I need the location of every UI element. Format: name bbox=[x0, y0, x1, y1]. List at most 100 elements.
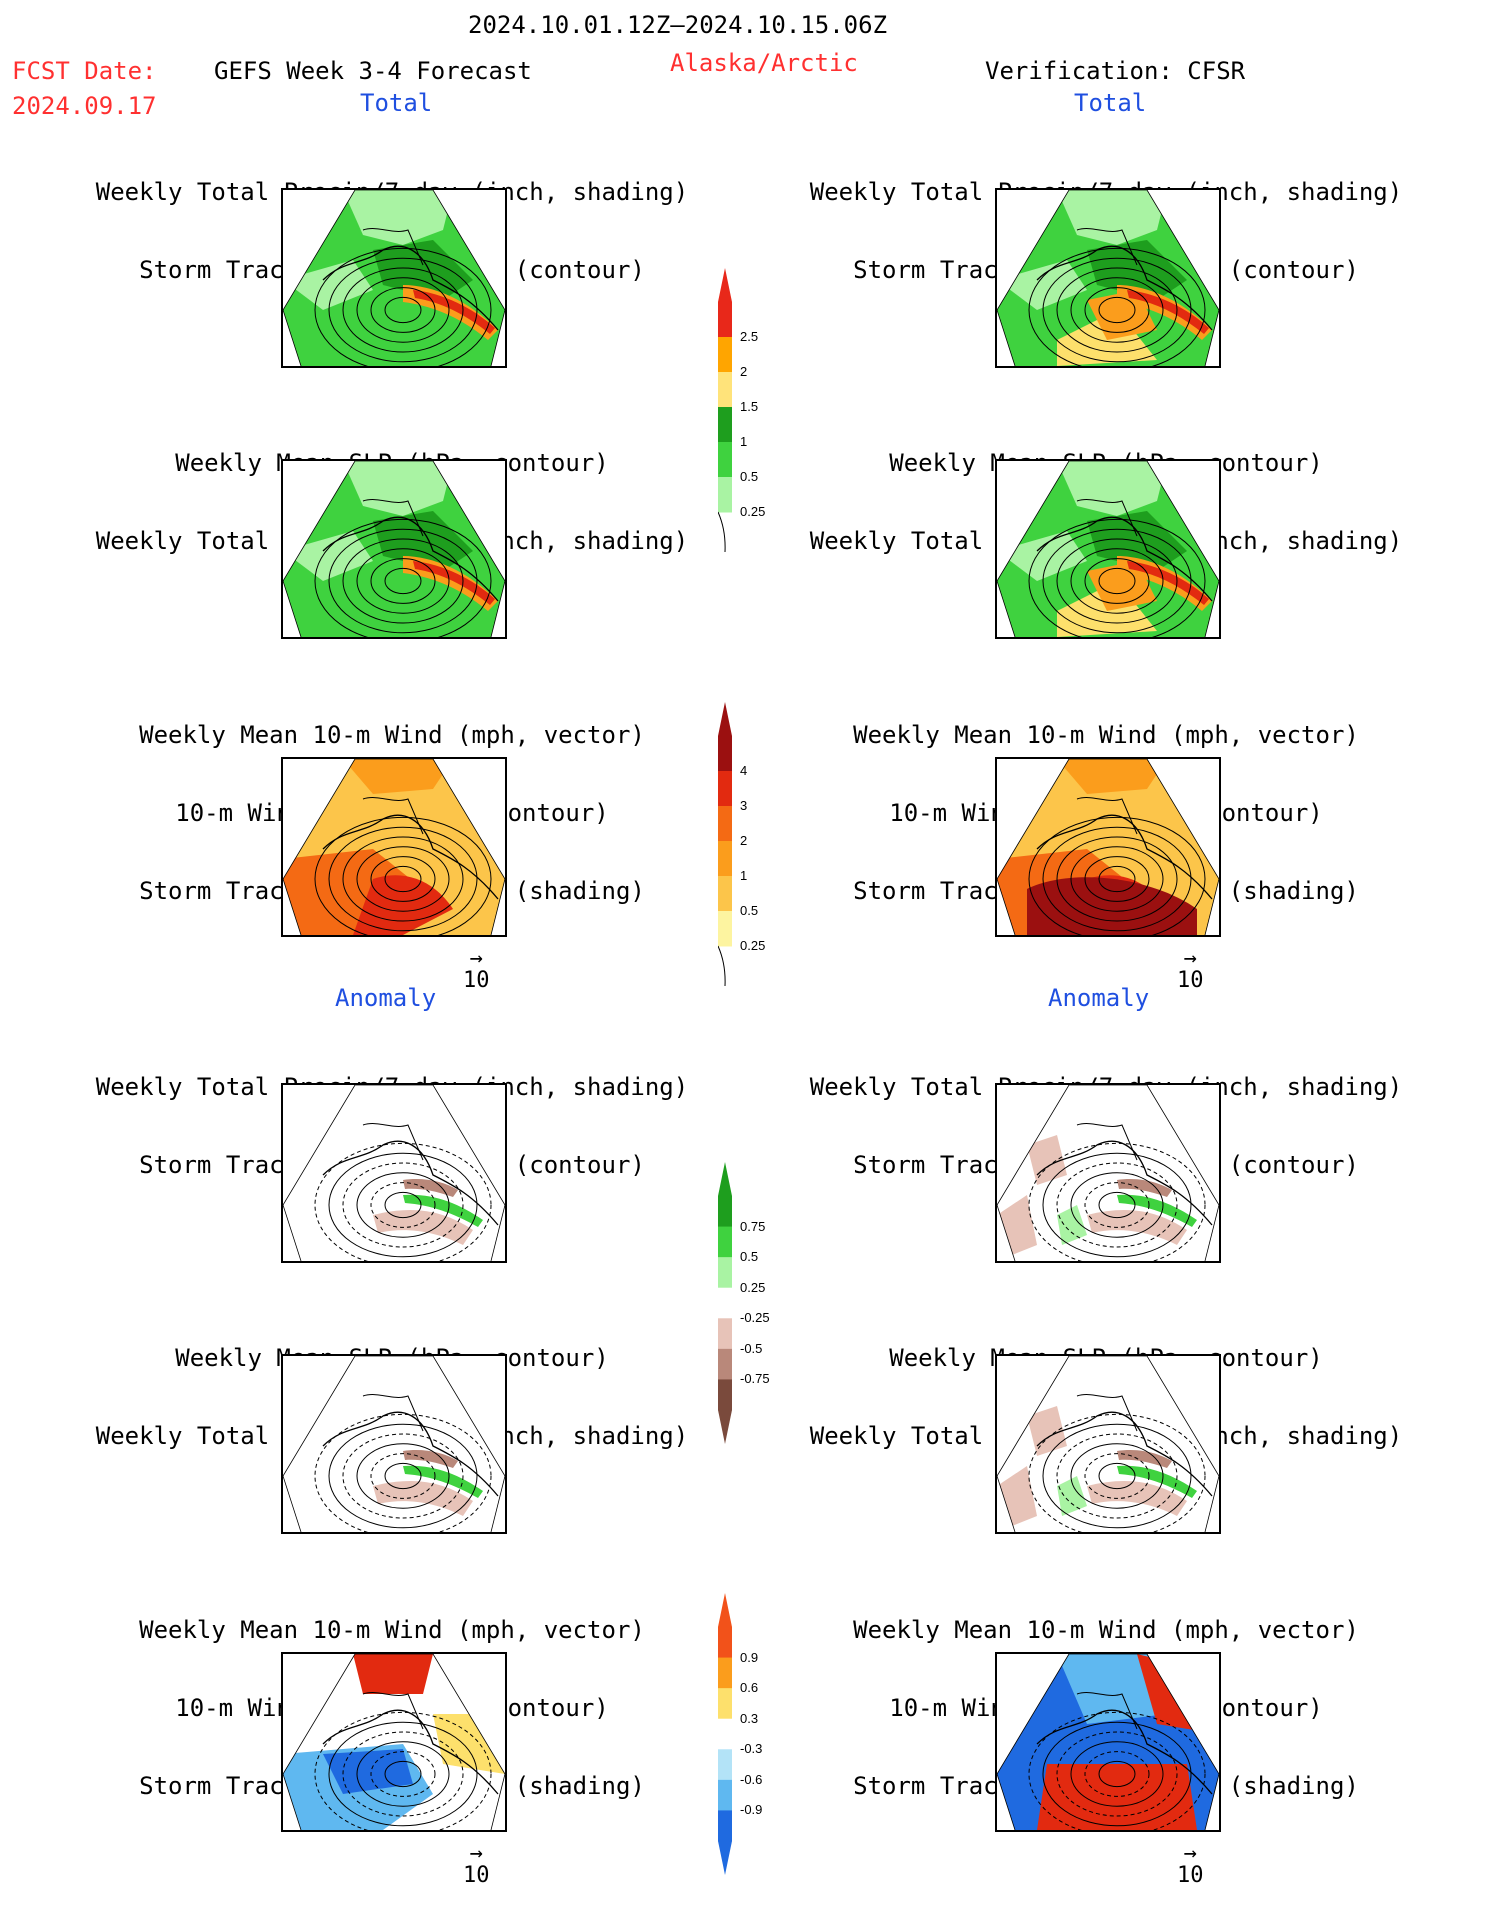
colorbar-top-triangle bbox=[718, 268, 732, 302]
colorbar-wind-anom: 0.9 0.6 0.3 -0.3 -0.6 -0.9 bbox=[718, 1593, 828, 1875]
colorbar-label: 1 bbox=[740, 868, 748, 883]
colorbar-segment bbox=[718, 1779, 732, 1811]
colorbar-label: 1 bbox=[740, 434, 748, 449]
fcst-date-label: FCST Date: bbox=[12, 57, 157, 85]
colorbar-segment bbox=[718, 337, 732, 373]
colorbar-label: 1.5 bbox=[740, 399, 759, 414]
map-r4 bbox=[995, 1083, 1221, 1263]
vector-ref-l6: → 10 bbox=[463, 1841, 490, 1889]
colorbar-tail bbox=[718, 511, 726, 552]
map-l5 bbox=[281, 1354, 507, 1534]
colorbar-bottom-triangle bbox=[718, 1841, 732, 1875]
map-r5 bbox=[995, 1354, 1221, 1534]
map-l3 bbox=[281, 757, 507, 937]
map-r6 bbox=[995, 1652, 1221, 1832]
colorbar-label: 0.75 bbox=[740, 1218, 766, 1234]
map-r3 bbox=[995, 757, 1221, 937]
colorbar-label: -0.9 bbox=[740, 1802, 763, 1818]
colorbar-label: -0.75 bbox=[740, 1371, 770, 1387]
colorbar-segment bbox=[718, 442, 732, 478]
panel-title-line: Weekly Mean 10-m Wind (mph, vector) bbox=[853, 721, 1359, 749]
colorbar-precip-anom: 0.75 0.5 0.25 -0.25 -0.5 -0.75 bbox=[718, 1162, 828, 1444]
colorbar-segment bbox=[718, 841, 732, 877]
map-l1 bbox=[281, 188, 507, 368]
colorbar-segment bbox=[718, 1318, 732, 1350]
colorbar-label: 3 bbox=[740, 798, 748, 813]
colorbar-label: 0.25 bbox=[740, 504, 766, 519]
colorbar-segment bbox=[718, 1287, 732, 1319]
colorbar-segment bbox=[718, 1196, 732, 1228]
map-r1 bbox=[995, 188, 1221, 368]
colorbar-segment bbox=[718, 372, 732, 408]
colorbar-segment bbox=[718, 771, 732, 807]
section-total-right: Total bbox=[1074, 89, 1147, 117]
vector-ref-r3: → 10 bbox=[1177, 946, 1204, 994]
colorbar-label: 0.3 bbox=[740, 1710, 759, 1726]
colorbar-bottom-triangle bbox=[718, 1410, 732, 1444]
colorbar-segment bbox=[718, 302, 732, 338]
section-anomaly-right: Anomaly bbox=[1048, 984, 1150, 1012]
fcst-date-value: 2024.09.17 bbox=[12, 92, 157, 120]
colorbar-label: -0.6 bbox=[740, 1771, 763, 1787]
colorbar-segment bbox=[718, 736, 732, 772]
colorbar-label: 4 bbox=[740, 763, 748, 778]
colorbar-label: 0.5 bbox=[740, 469, 759, 484]
verification-title: Verification: CFSR bbox=[985, 57, 1246, 85]
colorbar-top-triangle bbox=[718, 1593, 732, 1627]
panel-title-line: Weekly Mean 10-m Wind (mph, vector) bbox=[853, 1616, 1359, 1644]
vector-ref-label: 10 bbox=[463, 1863, 490, 1888]
colorbar-segment bbox=[718, 876, 732, 912]
colorbar-top-triangle bbox=[718, 1162, 732, 1196]
arrow-right-icon: → bbox=[1183, 946, 1197, 971]
colorbar-segment bbox=[718, 1348, 732, 1380]
colorbar-segment bbox=[718, 1226, 732, 1258]
arrow-right-icon: → bbox=[469, 946, 483, 971]
vector-ref-label: 10 bbox=[1177, 968, 1204, 993]
colorbar-segment bbox=[718, 407, 732, 443]
arrow-right-icon: → bbox=[1183, 1841, 1197, 1866]
colorbar-label: 0.9 bbox=[740, 1649, 759, 1665]
colorbar-segment bbox=[718, 1627, 732, 1659]
colorbar-label: 2 bbox=[740, 833, 748, 848]
vector-ref-r6: → 10 bbox=[1177, 1841, 1204, 1889]
colorbar-segment bbox=[718, 1379, 732, 1411]
colorbar-label: -0.25 bbox=[740, 1310, 770, 1326]
colorbar-segment bbox=[718, 806, 732, 842]
region-title: Alaska/Arctic bbox=[670, 49, 858, 77]
colorbar-label: 0.25 bbox=[740, 1279, 766, 1295]
map-l6 bbox=[281, 1652, 507, 1832]
arrow-right-icon: → bbox=[469, 1841, 483, 1866]
colorbar-segment bbox=[718, 1749, 732, 1781]
colorbar-segment bbox=[718, 1657, 732, 1689]
colorbar-label: -0.5 bbox=[740, 1340, 763, 1356]
colorbar-segment bbox=[718, 1810, 732, 1842]
section-total-left: Total bbox=[360, 89, 433, 117]
colorbar-tail bbox=[718, 945, 726, 986]
map-r2 bbox=[995, 459, 1221, 639]
date-range-title: 2024.10.01.12Z–2024.10.15.06Z bbox=[468, 11, 888, 39]
section-anomaly-left: Anomaly bbox=[335, 984, 437, 1012]
panel-title-line: Weekly Mean 10-m Wind (mph, vector) bbox=[139, 721, 645, 749]
vector-ref-label: 10 bbox=[463, 968, 490, 993]
colorbar-precip-total: 2.5 2 1.5 1 0.5 0.25 bbox=[718, 268, 828, 552]
colorbar-label: 0.6 bbox=[740, 1680, 759, 1696]
colorbar-top-triangle bbox=[718, 702, 732, 736]
map-l4 bbox=[281, 1083, 507, 1263]
colorbar-label: 2 bbox=[740, 364, 748, 379]
colorbar-segment bbox=[718, 1257, 732, 1289]
colorbar-label: 0.5 bbox=[740, 1249, 759, 1265]
map-l2 bbox=[281, 459, 507, 639]
colorbar-label: -0.3 bbox=[740, 1741, 763, 1757]
colorbar-storm-total: 4 3 2 1 0.5 0.25 bbox=[718, 702, 828, 986]
colorbar-segment bbox=[718, 1688, 732, 1720]
vector-ref-l3: → 10 bbox=[463, 946, 490, 994]
colorbar-segment bbox=[718, 477, 732, 513]
colorbar-segment bbox=[718, 1718, 732, 1750]
colorbar-label: 2.5 bbox=[740, 329, 759, 344]
product-title: GEFS Week 3-4 Forecast bbox=[214, 57, 532, 85]
vector-ref-label: 10 bbox=[1177, 1863, 1204, 1888]
colorbar-label: 0.5 bbox=[740, 903, 759, 918]
panel-title-line: Weekly Mean 10-m Wind (mph, vector) bbox=[139, 1616, 645, 1644]
colorbar-segment bbox=[718, 911, 732, 947]
colorbar-label: 0.25 bbox=[740, 938, 766, 953]
